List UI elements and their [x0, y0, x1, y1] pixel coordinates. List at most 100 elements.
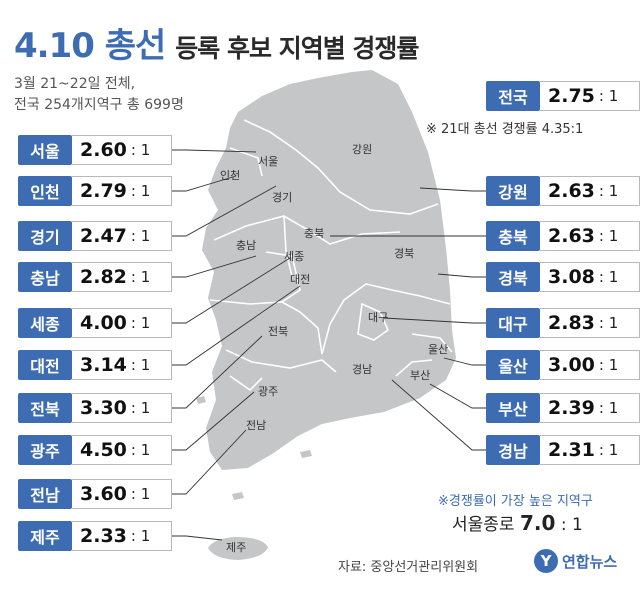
- map-region-label: 전북: [268, 325, 289, 338]
- region-value: 3.14: [80, 354, 127, 376]
- region-label: 대전: [18, 350, 72, 380]
- region-unit: : 1: [598, 314, 619, 332]
- region-value-box: 3.60: 1: [72, 479, 172, 509]
- map-region-label: 세종: [284, 250, 305, 263]
- map-region-label: 경기: [272, 191, 293, 204]
- region-row: 경북 3.08: 1: [486, 261, 640, 293]
- leader-line: [172, 335, 263, 409]
- region-value: 4.00: [80, 312, 127, 334]
- mainland-shape: [202, 70, 456, 470]
- region-label: 충남: [18, 262, 72, 292]
- region-value-box: 3.08: 1: [540, 262, 640, 292]
- border-line: [357, 302, 389, 341]
- info-text: 3월 21~22일 전체, 전국 254개지역구 총 699명: [14, 74, 184, 116]
- region-row: 전남 3.60: 1: [18, 478, 172, 510]
- leader-line: [172, 391, 255, 451]
- map-region-label: 부산: [410, 369, 431, 382]
- region-value: 2.47: [80, 225, 127, 247]
- national-label: 전국: [486, 81, 540, 111]
- region-value-box: 2.33: 1: [72, 521, 172, 551]
- region-row: 강원 2.63: 1: [486, 175, 640, 207]
- region-unit: : 1: [598, 399, 619, 417]
- region-unit: : 1: [598, 268, 619, 286]
- info-line-2: 전국 254개지역구 총 699명: [14, 97, 184, 113]
- region-unit: : 1: [130, 356, 151, 374]
- region-label: 충북: [486, 221, 540, 251]
- highest-district-value: 7.0: [519, 511, 556, 535]
- region-label: 경기: [18, 221, 72, 251]
- title-sub: 등록 후보 지역별 경쟁률: [175, 34, 419, 63]
- region-value-box: 2.47: 1: [72, 221, 172, 251]
- national-value: 2.75: [548, 85, 595, 107]
- region-unit: : 1: [130, 182, 151, 200]
- map-region-label: 대구: [368, 311, 389, 324]
- region-row: 경남 2.31: 1: [486, 434, 640, 466]
- region-value: 2.39: [548, 397, 595, 419]
- region-value-box: 3.14: 1: [72, 350, 172, 380]
- region-label: 부산: [486, 393, 540, 423]
- region-unit: : 1: [130, 268, 151, 286]
- region-row: 대전 3.14: 1: [18, 349, 172, 381]
- border-line: [395, 359, 433, 377]
- region-value: 2.33: [80, 525, 127, 547]
- region-unit: : 1: [598, 227, 619, 245]
- region-value-box: 2.63: 1: [540, 176, 640, 206]
- region-label: 울산: [486, 350, 540, 380]
- region-label: 세종: [18, 308, 72, 338]
- region-value: 2.79: [80, 180, 127, 202]
- leader-lines: [172, 149, 486, 541]
- logo-text: 연합뉴스: [562, 552, 618, 571]
- region-value-box: 2.82: 1: [72, 262, 172, 292]
- region-label: 경남: [486, 435, 540, 465]
- border-line: [213, 215, 401, 245]
- map-region-label: 대전: [290, 273, 311, 286]
- map-region-label: 충북: [304, 227, 325, 240]
- island-shape: [196, 396, 206, 404]
- region-unit: : 1: [130, 399, 151, 417]
- province-borders: [209, 119, 453, 392]
- region-label: 제주: [18, 521, 72, 551]
- region-label: 광주: [18, 435, 72, 465]
- region-value: 2.60: [80, 139, 127, 161]
- title-main: 4.10 총선: [14, 26, 166, 66]
- previous-election-note: ※ 21대 총선 경쟁률 4.35:1: [426, 122, 584, 137]
- region-unit: : 1: [130, 141, 151, 159]
- region-value: 3.60: [80, 483, 127, 505]
- region-row: 대구 2.83: 1: [486, 307, 640, 339]
- region-label: 경북: [486, 262, 540, 292]
- border-line: [209, 299, 323, 355]
- border-line: [411, 333, 453, 353]
- national-unit: : 1: [598, 87, 619, 105]
- map-region-label: 경북: [394, 247, 415, 260]
- region-row: 서울 2.60: 1: [18, 134, 172, 166]
- region-unit: : 1: [130, 227, 151, 245]
- map-region-label: 인천: [220, 169, 241, 182]
- region-row: 울산 3.00: 1: [486, 349, 640, 381]
- logo-icon: Y: [534, 549, 558, 573]
- highest-district-name: 서울종로: [452, 515, 515, 535]
- region-value: 2.63: [548, 180, 595, 202]
- region-label: 서울: [18, 135, 72, 165]
- border-line: [321, 283, 451, 355]
- region-value-box: 4.50: 1: [72, 435, 172, 465]
- region-value-box: 2.31: 1: [540, 435, 640, 465]
- region-label: 전북: [18, 393, 72, 423]
- region-unit: : 1: [130, 527, 151, 545]
- map-region-label: 충남: [236, 239, 257, 252]
- national-value-box: 2.75 : 1: [540, 81, 640, 111]
- region-value-box: 3.30: 1: [72, 393, 172, 423]
- region-value-box: 2.83: 1: [540, 308, 640, 338]
- leader-line: [172, 175, 237, 192]
- region-label: 대구: [486, 308, 540, 338]
- region-value-box: 2.60: 1: [72, 135, 172, 165]
- leader-line: [391, 379, 486, 451]
- yonhap-logo: Y 연합뉴스: [534, 549, 617, 573]
- leader-line: [383, 317, 486, 324]
- island-shape: [232, 492, 244, 500]
- leader-line: [172, 429, 247, 495]
- map-region-label: 광주: [258, 385, 279, 398]
- region-row: 충남 2.82: 1: [18, 261, 172, 293]
- island-shape: [300, 450, 312, 458]
- leader-line: [443, 357, 486, 366]
